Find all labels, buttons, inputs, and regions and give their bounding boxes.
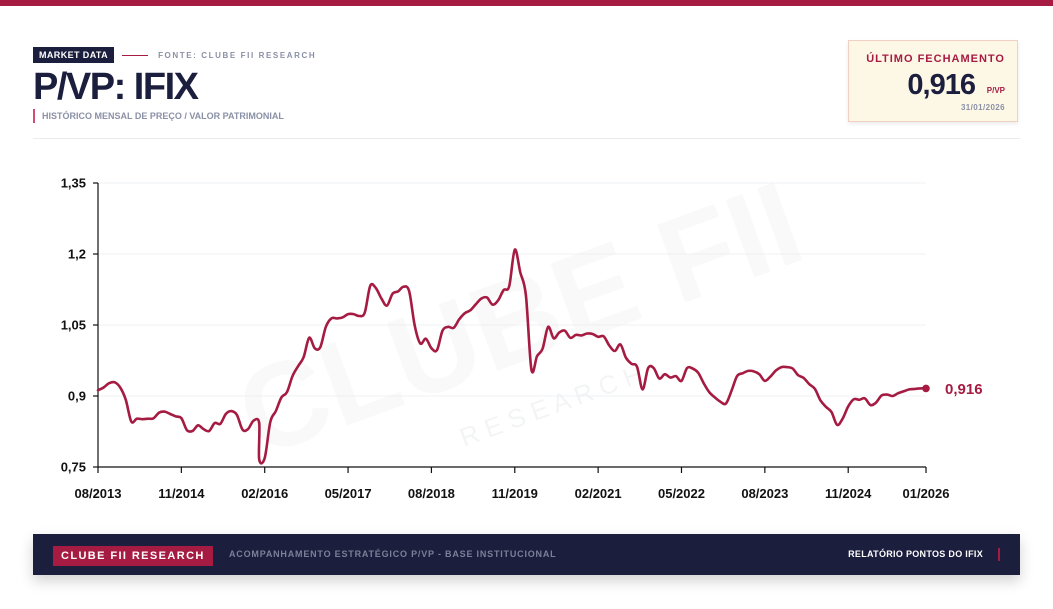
y-tick-label: 1,2 — [68, 247, 86, 262]
header-divider — [33, 138, 1020, 139]
y-tick-label: 0,9 — [68, 389, 86, 404]
x-tick-label: 11/2014 — [158, 486, 205, 501]
x-tick-label: 11/2024 — [825, 486, 872, 501]
x-tick-label: 08/2013 — [75, 486, 122, 501]
market-data-tag: MARKET DATA — [33, 47, 115, 63]
last-close-card: ÚLTIMO FECHAMENTO 0,916 P/VP 31/01/2026 — [848, 40, 1018, 122]
tag-row: MARKET DATA FONTE: CLUBE FII RESEARCH — [33, 47, 316, 63]
footer-report-link[interactable]: RELATÓRIO PONTOS DO IFIX — [848, 549, 983, 559]
watermark-main: CLUBE FII — [221, 156, 818, 483]
x-tick-label: 05/2022 — [658, 486, 705, 501]
last-close-unit: P/VP — [986, 86, 1005, 95]
chart-grid — [98, 182, 926, 397]
x-tick-label: 02/2016 — [241, 486, 288, 501]
pvp-series-line — [96, 248, 928, 465]
y-tick-label: 1,05 — [61, 318, 86, 333]
chart-series: 0,916 — [96, 248, 983, 465]
y-tick-labels: 0,75 0,9 1,05 1,2 1,35 — [61, 176, 86, 475]
page-header: MARKET DATA FONTE: CLUBE FII RESEARCH P/… — [33, 46, 1023, 138]
x-tick-label: 05/2017 — [325, 486, 372, 501]
chart-axes — [93, 182, 927, 473]
footer-brand: CLUBE FII RESEARCH — [53, 546, 213, 566]
x-tick-label: 02/2021 — [575, 486, 622, 501]
y-tick-label: 1,35 — [61, 176, 86, 191]
x-tick-label: 08/2018 — [408, 486, 455, 501]
footer-accent-bar — [998, 548, 1000, 561]
last-close-date: 31/01/2026 — [960, 103, 1005, 112]
source-label: FONTE: CLUBE FII RESEARCH — [158, 50, 317, 60]
y-tick-label: 0,75 — [61, 460, 86, 475]
last-value-point — [922, 384, 930, 393]
tag-divider — [122, 54, 149, 56]
x-tick-labels: 08/2013 11/2014 02/2016 05/2017 08/2018 11/20… — [75, 486, 950, 501]
page-subtitle: HISTÓRICO MENSAL DE PREÇO / VALOR PATRIM… — [33, 109, 284, 123]
x-tick-label: 01/2026 — [903, 486, 950, 501]
top-accent-bar — [0, 0, 1053, 6]
x-tick-label: 11/2019 — [492, 486, 538, 501]
last-close-value: 0,916 — [907, 69, 976, 101]
x-tick-label: 08/2023 — [741, 486, 788, 501]
page-title: P/VP: IFIX — [33, 66, 199, 108]
footer-bar: CLUBE FII RESEARCH ACOMPANHAMENTO ESTRAT… — [33, 534, 1020, 575]
last-value-label: 0,916 — [945, 381, 983, 398]
last-close-label: ÚLTIMO FECHAMENTO — [866, 53, 1005, 65]
watermark: CLUBE FII R E S E A R C H — [221, 156, 818, 483]
footer-description: ACOMPANHAMENTO ESTRATÉGICO P/VP - BASE I… — [229, 549, 557, 559]
